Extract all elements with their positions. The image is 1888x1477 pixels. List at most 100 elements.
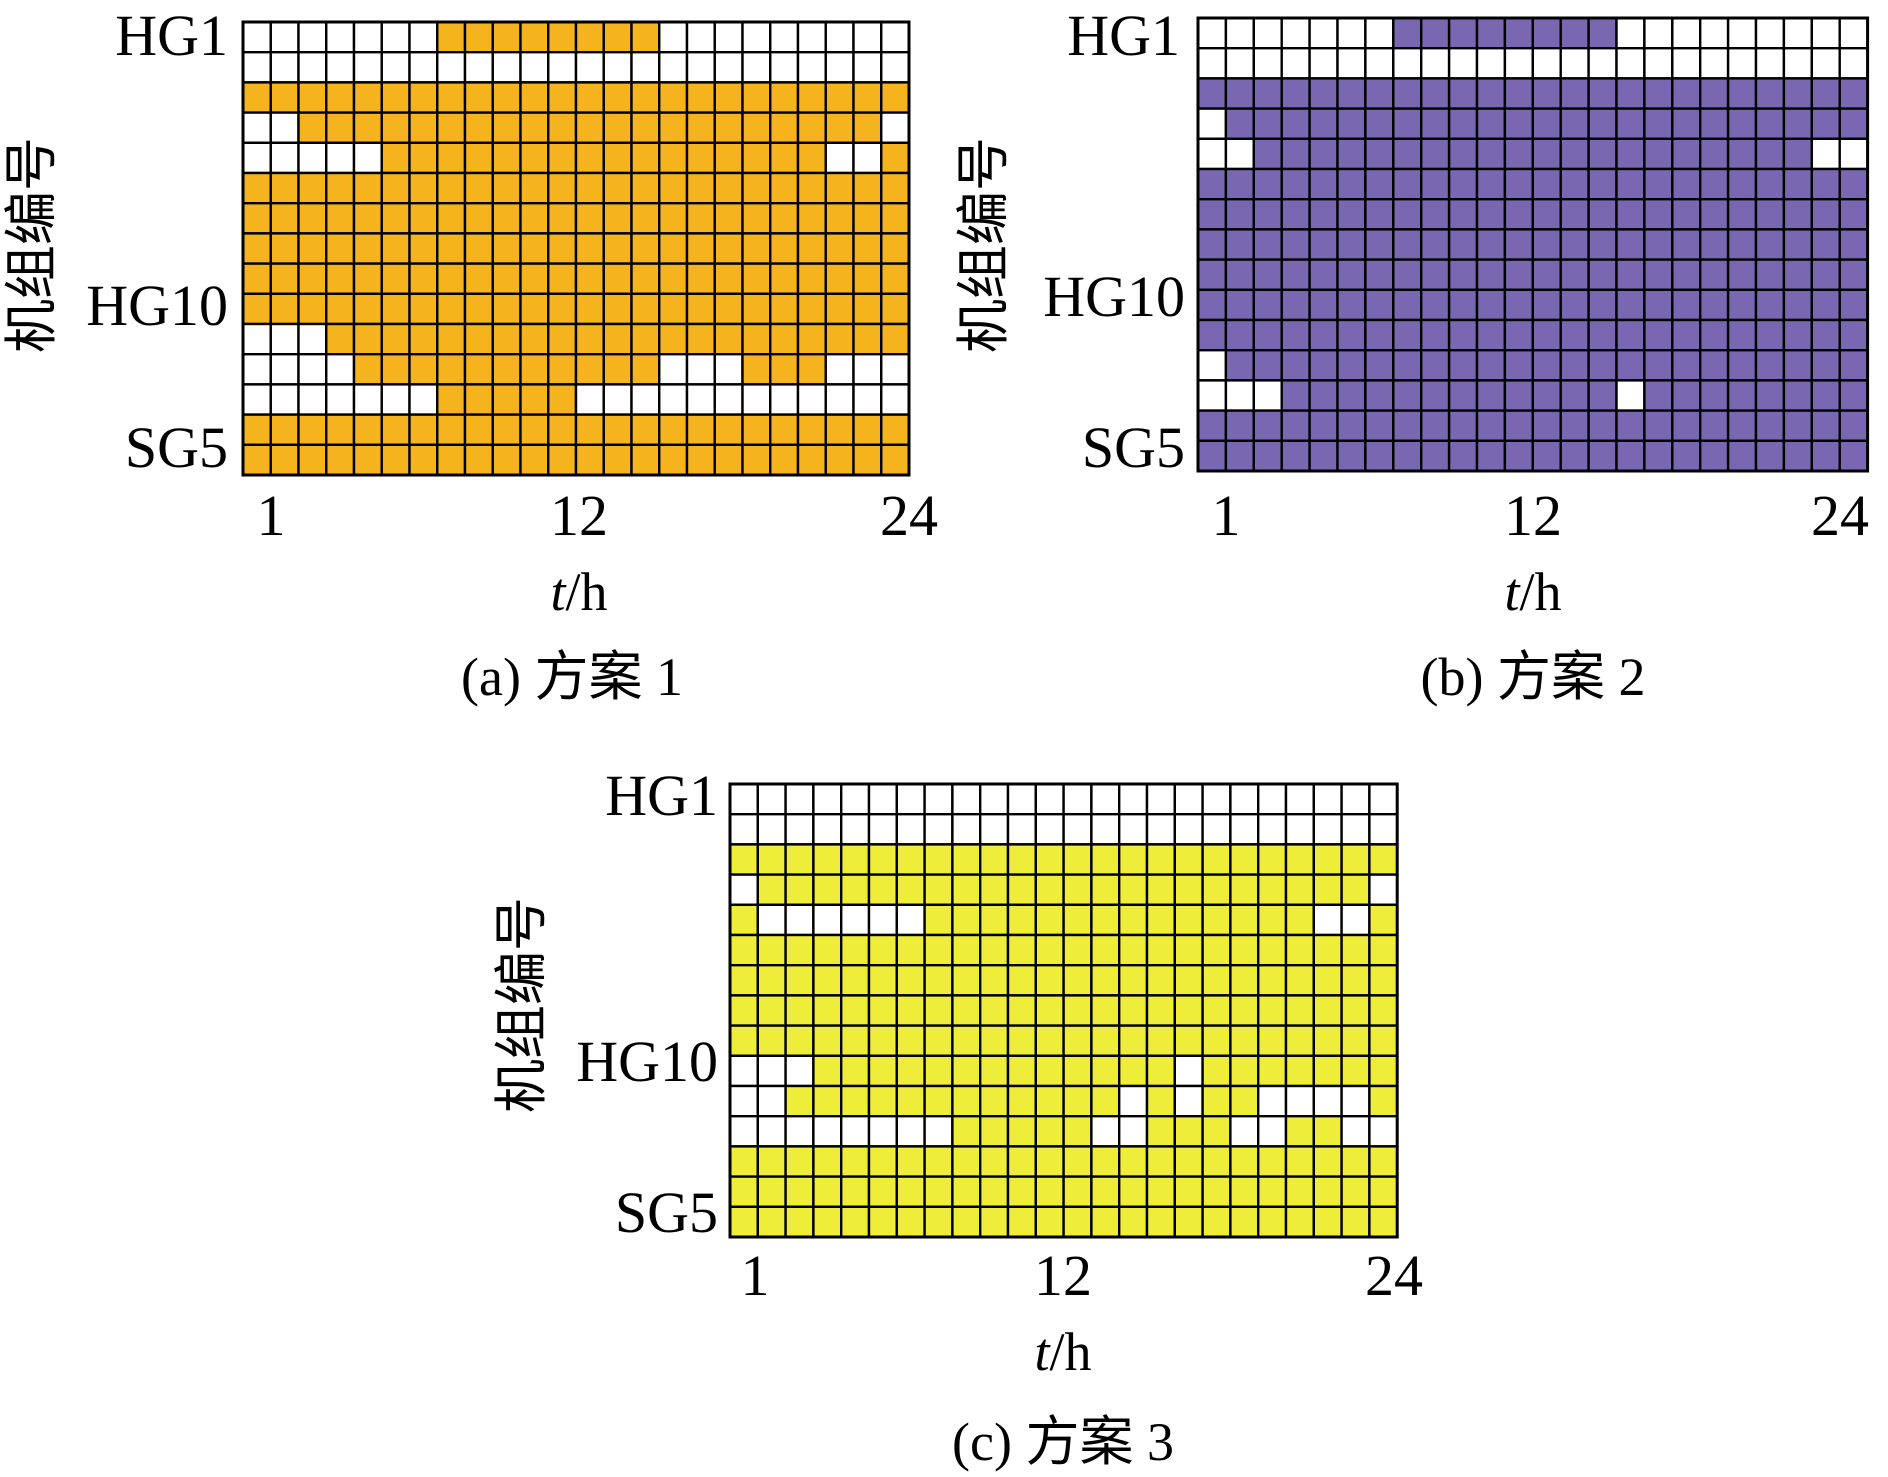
panel-b-cell-r5-t10 (1447, 137, 1479, 171)
panel-a-cell-r8-t3 (297, 232, 328, 265)
panel-a-cell-r5-t24 (880, 141, 911, 175)
panel-c-cell-r1-t12 (1034, 782, 1065, 816)
panel-a-cell-r14-t23 (852, 413, 883, 447)
panel-c-cell-r1-t24 (1368, 782, 1399, 816)
panel-b-cell-r11-t9 (1419, 318, 1451, 352)
panel-a-cell-r14-t21 (796, 413, 827, 447)
panel-b-cell-r4-t19 (1698, 107, 1730, 140)
panel-b-cell-r2-t16 (1615, 47, 1646, 80)
panel-a-cell-r9-t3 (297, 262, 328, 296)
panel-c-cell-r14-t13 (1062, 1175, 1093, 1208)
panel-b-cell-r3-t24 (1838, 77, 1869, 110)
panel-c-cell-r10-t16 (1145, 1054, 1176, 1088)
panel-c-cell-r8-t20 (1256, 994, 1288, 1027)
panel-b-cell-r5-t23 (1810, 137, 1841, 171)
panel-c-cell-r11-t10 (979, 1084, 1010, 1118)
panel-b-y-axis-title: 机组编号 (954, 137, 1014, 353)
panel-a-cell-r6-t12 (547, 171, 578, 205)
panel-a-cell-r10-t7 (408, 292, 439, 326)
panel-b-cell-r6-t10 (1447, 167, 1479, 201)
panel-b-cell-r2-t24 (1838, 47, 1869, 80)
panel-b-cell-r15-t6 (1336, 439, 1367, 473)
panel-c-cell-r14-t5 (840, 1175, 871, 1208)
panel-c-cell-r6-t13 (1062, 933, 1093, 967)
panel-b-cell-r6-t24 (1838, 167, 1869, 201)
panel-a-cell-r15-t16 (658, 443, 689, 477)
panel-c-cell-r10-t7 (895, 1054, 926, 1088)
panel-c-cell-r15-t2 (756, 1205, 787, 1239)
panel-b-cell-r14-t3 (1252, 409, 1283, 443)
panel-a-cell-r9-t7 (408, 262, 439, 296)
panel-c-cell-r10-t15 (1117, 1054, 1149, 1088)
panel-b-cell-r2-t8 (1392, 47, 1423, 80)
panel-c-cell-r3-t14 (1090, 843, 1121, 876)
panel-a-cell-r4-t21 (796, 111, 827, 144)
panel-a-cell-r11-t4 (325, 322, 356, 356)
panel-b-cell-r8-t3 (1252, 228, 1283, 261)
panel-a-cell-r15-t2 (269, 443, 300, 477)
panel-a-cell-r9-t24 (880, 262, 911, 296)
panel-c-cell-r5-t9 (951, 903, 982, 937)
panel-b-cell-r7-t2 (1224, 197, 1256, 231)
panel-b-cell-r5-t7 (1364, 137, 1395, 171)
panel-c-cell-r5-t15 (1117, 903, 1149, 937)
panel-c: HG1 HG10 SG5 1 12 24 t/h 机组编号 (c) 方案 3 (492, 763, 1423, 1472)
panel-b-cell-r1-t2 (1224, 16, 1256, 50)
panel-b-cell-r15-t24 (1838, 439, 1869, 473)
panel-a-cell-r6-t14 (602, 171, 633, 205)
panel-a-cell-r9-t5 (352, 262, 383, 296)
panel-c-cell-r11-t12 (1034, 1084, 1065, 1118)
panel-a-cell-r3-t6 (380, 81, 411, 114)
panel-a-cell-r14-t17 (685, 413, 716, 447)
panel-b-cell-r12-t2 (1224, 349, 1256, 382)
panel-b-xtick-12: 12 (1504, 483, 1562, 548)
panel-a-cell-r5-t4 (325, 141, 356, 175)
panel-a-cell-r11-t16 (658, 322, 689, 356)
panel-c-cell-r2-t15 (1117, 813, 1149, 846)
panel-b-cell-r12-t8 (1392, 349, 1423, 382)
panel-b-cell-r1-t5 (1308, 16, 1339, 50)
panel-a-cell-r15-t9 (463, 443, 494, 477)
panel-c-cell-r3-t19 (1229, 843, 1260, 876)
panel-a-cell-r11-t9 (463, 322, 494, 356)
panel-a-cell-r14-t11 (519, 413, 550, 447)
panel-b-cell-r2-t2 (1224, 47, 1256, 80)
panel-a-cell-r1-t3 (297, 20, 328, 54)
panel-c-cell-r7-t23 (1340, 964, 1371, 997)
panel-c-cell-r1-t19 (1229, 782, 1260, 816)
panel-c-ytick-sg5: SG5 (615, 1180, 718, 1245)
panel-a-cell-r13-t24 (880, 383, 911, 416)
panel-c-xtick-24: 24 (1365, 1243, 1423, 1308)
panel-b-cell-r8-t16 (1615, 228, 1646, 261)
panel-b-cell-r7-t22 (1782, 197, 1814, 231)
panel-b-cell-r2-t15 (1587, 47, 1618, 80)
panel-b-cell-r8-t9 (1419, 228, 1451, 261)
panel-a-cell-r6-t20 (769, 171, 800, 205)
panel-a-cell-r13-t22 (824, 383, 855, 416)
panel-b-cell-r6-t22 (1782, 167, 1814, 201)
panel-b-cell-r3-t21 (1754, 77, 1786, 110)
panel-a-cell-r2-t21 (796, 51, 827, 84)
panel-c-cell-r14-t16 (1145, 1175, 1176, 1208)
panel-b-cell-r4-t2 (1224, 107, 1256, 140)
panel-a-cell-r14-t8 (436, 413, 467, 447)
panel-b-cell-r5-t12 (1503, 137, 1535, 171)
panel-b-cell-r7-t5 (1308, 197, 1339, 231)
panel-b-cell-r7-t16 (1615, 197, 1646, 231)
panel-a-cell-r14-t24 (880, 413, 911, 447)
panel-b-cell-r2-t20 (1726, 47, 1758, 80)
panel-b-cell-r6-t16 (1615, 167, 1646, 201)
panel-c-cell-r15-t6 (867, 1205, 898, 1239)
panel-c-cell-r5-t11 (1006, 903, 1037, 937)
panel-b-cell-r5-t20 (1726, 137, 1758, 171)
panel-a-cell-r13-t18 (713, 383, 744, 416)
panel-c-cell-r7-t24 (1368, 964, 1399, 997)
panel-a-cell-r3-t16 (658, 81, 689, 114)
panel-a-cell-r3-t4 (325, 81, 356, 114)
panel-c-cell-r2-t23 (1340, 813, 1371, 846)
panel-a-cell-r2-t14 (602, 51, 633, 84)
panel-b-cell-r12-t11 (1475, 349, 1507, 382)
panel-c-cell-r12-t20 (1256, 1114, 1288, 1148)
panel-c-cell-r8-t9 (951, 994, 982, 1027)
panel-c-cell-r3-t20 (1256, 843, 1288, 876)
